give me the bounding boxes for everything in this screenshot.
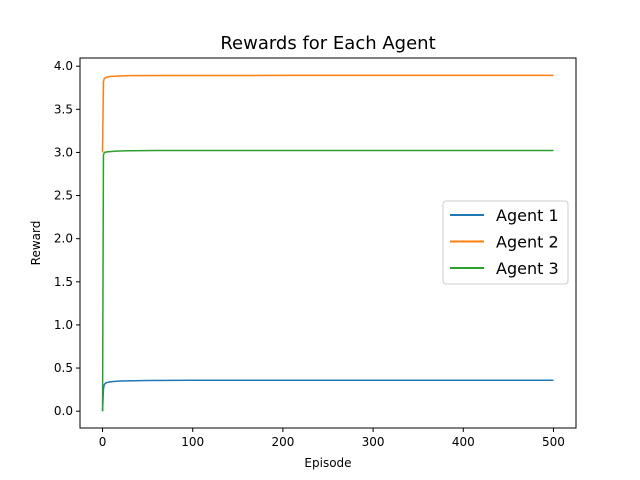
y-tick-label: 0.5 <box>54 361 73 375</box>
legend-label-agent-2: Agent 2 <box>496 233 559 252</box>
x-tick-label: 300 <box>362 435 385 449</box>
legend-box <box>442 200 569 285</box>
legend-label-agent-3: Agent 3 <box>496 259 559 278</box>
series-line-agent-2 <box>101 74 554 153</box>
legend-label-agent-1: Agent 1 <box>496 206 559 225</box>
legend: Agent 1 Agent 2 Agent 3 <box>442 200 569 285</box>
y-tick-label: 2.0 <box>54 232 73 246</box>
y-tick-label: 4.0 <box>54 59 73 73</box>
y-axis-label: Reward <box>29 221 43 266</box>
x-tick-label: 500 <box>542 435 565 449</box>
y-tick-label: 1.0 <box>54 318 73 332</box>
x-tick-label: 100 <box>181 435 204 449</box>
series-line-agent-1 <box>101 379 554 412</box>
y-tick-label: 1.5 <box>54 275 73 289</box>
x-tick-label: 0 <box>99 435 107 449</box>
x-axis: 0 100 200 300 400 500 <box>99 428 565 449</box>
chart-title: Rewards for Each Agent <box>220 33 435 54</box>
x-tick-label: 400 <box>452 435 475 449</box>
x-axis-label: Episode <box>304 456 351 470</box>
axes-frame <box>79 57 577 429</box>
plot-area <box>101 74 554 412</box>
y-tick-label: 3.5 <box>54 102 73 116</box>
series-line-agent-3 <box>101 149 554 412</box>
y-tick-label: 2.5 <box>54 189 73 203</box>
y-tick-label: 0.0 <box>54 404 73 418</box>
x-tick-label: 200 <box>271 435 294 449</box>
y-axis: 0.0 0.5 1.0 1.5 2.0 2.5 3.0 3.5 4.0 <box>54 59 80 418</box>
y-tick-label: 3.0 <box>54 145 73 159</box>
